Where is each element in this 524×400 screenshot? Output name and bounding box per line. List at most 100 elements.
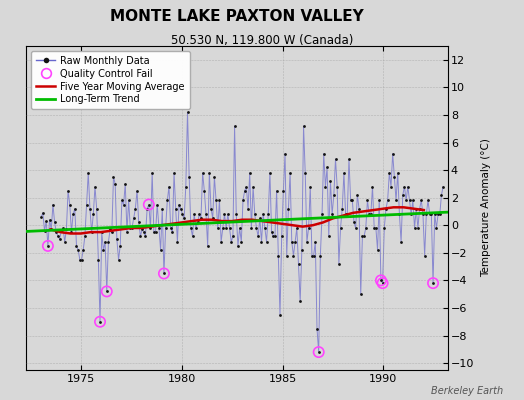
Point <box>409 197 417 204</box>
Point <box>424 197 432 204</box>
Point <box>227 238 235 245</box>
Point <box>429 280 437 286</box>
Point <box>323 164 331 170</box>
Point <box>254 233 263 240</box>
Point <box>264 211 272 218</box>
Point <box>94 256 103 263</box>
Point <box>165 184 173 190</box>
Point <box>355 206 363 212</box>
Point <box>288 238 296 245</box>
Point <box>392 197 400 204</box>
Point <box>320 150 328 157</box>
Point <box>193 219 202 226</box>
Point <box>292 225 301 231</box>
Point <box>370 225 378 231</box>
Point <box>150 229 158 235</box>
Point <box>116 243 124 249</box>
Point <box>432 225 441 231</box>
Point <box>175 201 183 208</box>
Point <box>267 229 276 235</box>
Point <box>103 288 111 295</box>
Point <box>242 184 250 190</box>
Point <box>324 233 333 240</box>
Point <box>384 197 392 204</box>
Point <box>148 170 156 176</box>
Point <box>93 206 101 212</box>
Point <box>101 238 110 245</box>
Point <box>239 197 247 204</box>
Point <box>417 197 425 204</box>
Legend: Raw Monthly Data, Quality Control Fail, Five Year Moving Average, Long-Term Tren: Raw Monthly Data, Quality Control Fail, … <box>31 51 190 109</box>
Point <box>247 225 256 231</box>
Point <box>42 218 50 224</box>
Point <box>205 170 214 176</box>
Point <box>156 247 165 253</box>
Text: Berkeley Earth: Berkeley Earth <box>431 386 503 396</box>
Point <box>158 206 167 212</box>
Point <box>304 225 313 231</box>
Point <box>331 156 340 162</box>
Point <box>107 229 116 235</box>
Point <box>84 170 92 176</box>
Point <box>37 214 46 220</box>
Point <box>143 206 151 212</box>
Point <box>425 211 434 218</box>
Point <box>241 188 249 194</box>
Point <box>274 252 282 259</box>
Point <box>333 184 341 190</box>
Point <box>249 184 257 190</box>
Point <box>187 225 195 231</box>
Point <box>75 256 84 263</box>
Point <box>377 277 385 284</box>
Point <box>40 228 49 234</box>
Point <box>47 226 56 232</box>
Point <box>281 150 289 157</box>
Point <box>212 197 220 204</box>
Point <box>64 188 72 194</box>
Point <box>203 243 212 249</box>
Point <box>163 197 171 204</box>
Point <box>195 211 203 218</box>
Point <box>215 197 224 204</box>
Point <box>328 211 336 218</box>
Point <box>129 215 138 222</box>
Point <box>66 201 74 208</box>
Point <box>56 236 64 242</box>
Point <box>252 225 260 231</box>
Point <box>97 229 106 235</box>
Point <box>50 219 59 226</box>
Point <box>435 211 444 218</box>
Point <box>365 211 373 218</box>
Point <box>192 225 200 231</box>
Point <box>250 211 259 218</box>
Point <box>234 243 242 249</box>
Point <box>356 291 365 297</box>
Point <box>136 233 145 240</box>
Point <box>326 178 335 184</box>
Point <box>375 197 384 204</box>
Point <box>89 211 97 218</box>
Point <box>439 184 447 190</box>
Point <box>185 174 193 180</box>
Point <box>257 238 266 245</box>
Point <box>301 170 309 176</box>
Point <box>133 188 141 194</box>
Point <box>260 225 269 231</box>
Point <box>199 170 207 176</box>
Point <box>168 229 177 235</box>
Point <box>62 226 71 232</box>
Point <box>74 247 82 253</box>
Point <box>316 252 324 259</box>
Point <box>350 219 358 226</box>
Point <box>321 184 330 190</box>
Point <box>139 229 148 235</box>
Point <box>338 206 346 212</box>
Point <box>403 184 412 190</box>
Point <box>336 225 345 231</box>
Point <box>104 238 113 245</box>
Point <box>146 225 155 231</box>
Point <box>397 238 405 245</box>
Point <box>395 211 403 218</box>
Text: 50.530 N, 119.800 W (Canada): 50.530 N, 119.800 W (Canada) <box>171 34 353 47</box>
Point <box>407 211 416 218</box>
